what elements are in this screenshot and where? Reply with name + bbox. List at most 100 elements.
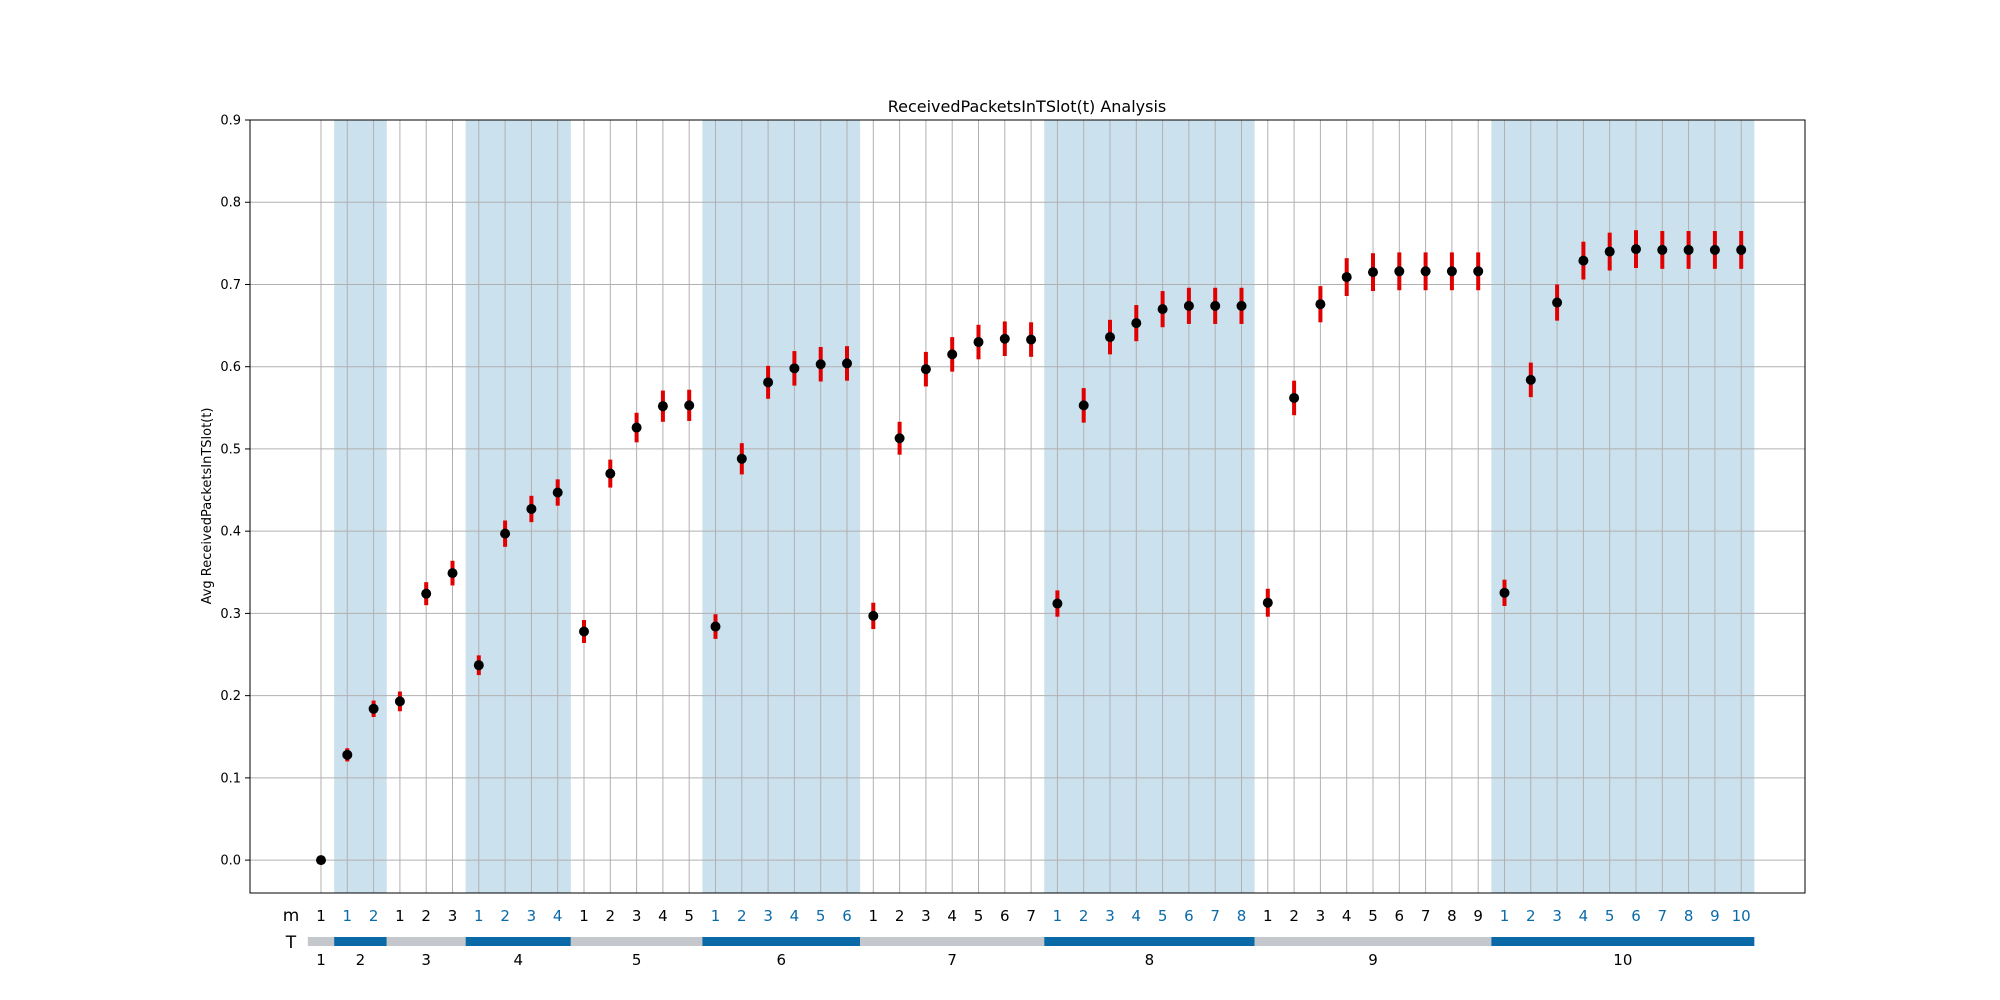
data-point — [1578, 255, 1589, 266]
m-label: 1 — [579, 907, 589, 925]
m-label: 8 — [1447, 907, 1457, 925]
m-label: 6 — [1000, 907, 1010, 925]
data-point — [500, 528, 511, 539]
m-label: 7 — [1210, 907, 1220, 925]
m-label: 5 — [684, 907, 694, 925]
data-point — [1446, 266, 1457, 277]
data-point — [1525, 374, 1536, 385]
data-point — [1289, 392, 1300, 403]
data-point — [447, 568, 458, 579]
m-label: 8 — [1684, 907, 1694, 925]
data-point — [1631, 244, 1641, 255]
data-point — [1683, 244, 1694, 255]
m-label: 2 — [500, 907, 510, 925]
t-label-9: 9 — [1368, 951, 1378, 969]
data-point — [421, 588, 432, 599]
data-point — [684, 400, 695, 411]
data-point — [1736, 244, 1747, 255]
data-point — [1052, 598, 1063, 609]
data-point — [1394, 266, 1405, 277]
m-label: 1 — [1500, 907, 1510, 925]
m-label: 1 — [474, 907, 484, 925]
plot-frame — [249, 119, 1806, 894]
m-label: 5 — [1605, 907, 1615, 925]
m-label: 3 — [527, 907, 537, 925]
data-point — [842, 358, 852, 369]
t-label-8: 8 — [1145, 951, 1155, 969]
m-row-label: m — [283, 906, 300, 926]
data-point — [1183, 300, 1194, 311]
y-tick-label: 0.2 — [220, 689, 241, 704]
data-point — [1552, 297, 1563, 308]
data-point — [920, 364, 931, 375]
t-label-2: 2 — [356, 951, 366, 969]
m-label: 3 — [1316, 907, 1326, 925]
t-label-6: 6 — [776, 951, 786, 969]
y-tick-label: 0.0 — [220, 854, 241, 869]
data-point — [316, 855, 326, 866]
t-bar-8 — [1044, 937, 1255, 946]
m-label: 2 — [737, 907, 747, 925]
data-point — [1420, 266, 1431, 277]
m-label: 5 — [816, 907, 826, 925]
m-label: 2 — [421, 907, 431, 925]
data-point — [815, 359, 826, 370]
m-label: 5 — [1368, 907, 1378, 925]
data-point — [368, 703, 379, 714]
t-label-1: 1 — [316, 951, 326, 969]
t-bar-3 — [386, 937, 466, 946]
m-label: 6 — [1184, 907, 1194, 925]
m-label: 8 — [1237, 907, 1247, 925]
data-point — [1262, 597, 1273, 608]
data-point — [947, 349, 958, 360]
y-axis-label: Avg ReceivedPacketsInTSlot(t) — [200, 408, 215, 605]
m-label: 5 — [1158, 907, 1168, 925]
m-label: 4 — [553, 907, 563, 925]
m-label: 1 — [316, 907, 326, 925]
t-label-3: 3 — [421, 951, 431, 969]
data-point — [1473, 266, 1484, 277]
m-label: 4 — [1579, 907, 1589, 925]
data-point — [1341, 272, 1352, 283]
y-tick-label: 0.6 — [220, 360, 241, 375]
y-tick-label: 0.5 — [220, 442, 241, 457]
m-label: 6 — [842, 907, 852, 925]
y-tick-label: 0.1 — [220, 771, 241, 786]
data-point — [789, 363, 800, 374]
t-bar-7 — [860, 937, 1045, 946]
m-label: 3 — [632, 907, 642, 925]
m-label: 5 — [974, 907, 984, 925]
t-bar-4 — [465, 937, 571, 946]
data-point — [1131, 318, 1142, 329]
m-label: 3 — [448, 907, 458, 925]
m-label: 3 — [1552, 907, 1562, 925]
data-point — [999, 333, 1010, 344]
data-point — [763, 377, 774, 388]
data-point — [473, 660, 484, 671]
t-label-7: 7 — [947, 951, 957, 969]
m-label: 9 — [1473, 907, 1483, 925]
data-point — [631, 422, 642, 433]
t-label-4: 4 — [513, 951, 523, 969]
data-point — [1709, 244, 1720, 255]
m-label: 6 — [1395, 907, 1405, 925]
data-point — [1105, 332, 1115, 343]
data-point — [1657, 244, 1668, 255]
data-point — [657, 401, 668, 412]
data-point — [868, 610, 879, 621]
t-bar-5 — [570, 937, 703, 946]
y-axis-ticks: 0.0 0.1 0.2 0.3 0.4 0.5 0.6 0.7 0.8 0.9 — [220, 114, 250, 869]
m-label: 1 — [869, 907, 879, 925]
data-point — [579, 626, 589, 637]
data-point — [1368, 267, 1378, 278]
m-label: 1 — [1263, 907, 1273, 925]
m-label: 2 — [1526, 907, 1536, 925]
data-point — [1604, 246, 1615, 257]
data-point — [1078, 400, 1089, 411]
t-bar-6 — [702, 937, 861, 946]
data-point — [973, 337, 984, 348]
t-label-5: 5 — [632, 951, 642, 969]
t-bar-9 — [1254, 937, 1492, 946]
band-shade-T4 — [465, 120, 571, 893]
